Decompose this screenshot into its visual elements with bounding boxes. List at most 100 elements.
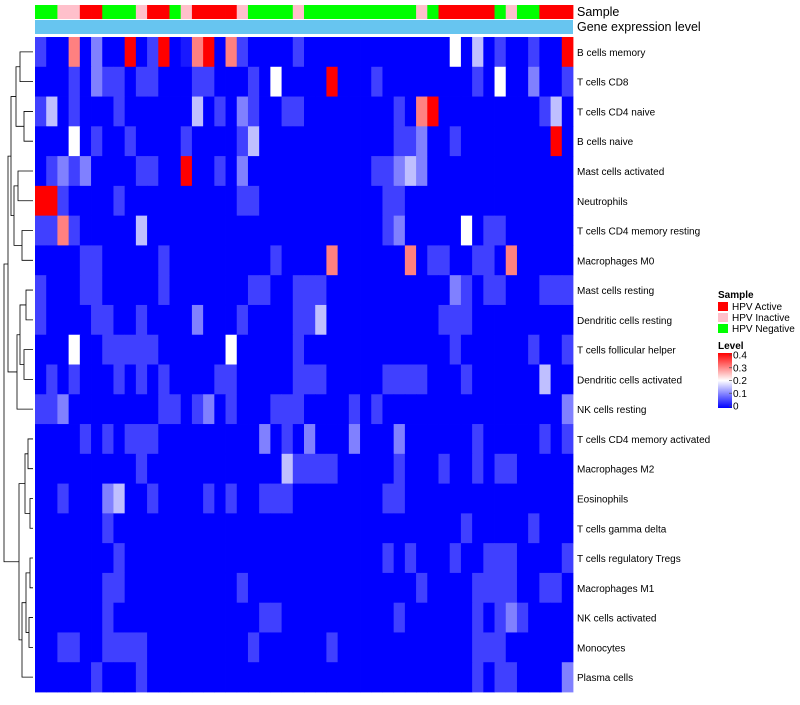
heatmap-cell xyxy=(348,156,361,187)
heatmap-cell xyxy=(483,185,495,217)
heatmap-cell xyxy=(460,483,473,514)
heatmap-cell xyxy=(46,66,58,97)
sample-annotation-cell xyxy=(79,5,92,19)
heatmap-cell xyxy=(561,334,574,365)
heatmap-cell xyxy=(124,364,137,395)
heatmap-cell xyxy=(135,126,148,157)
heatmap-cell xyxy=(561,572,574,604)
heatmap-cell xyxy=(281,453,294,484)
heatmap-cell xyxy=(416,66,428,97)
sample-annotation-cell xyxy=(494,5,507,19)
heatmap-cell xyxy=(79,126,92,157)
heatmap-cell xyxy=(46,543,58,574)
heatmap-cell xyxy=(225,394,238,425)
heatmap-cell xyxy=(270,662,282,693)
heatmap-cell xyxy=(124,304,137,336)
heatmap-cell xyxy=(135,662,148,693)
heatmap-cell xyxy=(113,424,126,455)
heatmap-cell xyxy=(292,602,305,633)
heatmap-cell xyxy=(315,453,327,484)
heatmap-cell xyxy=(79,334,92,365)
heatmap-cell xyxy=(561,156,574,187)
heatmap-cell xyxy=(516,96,529,127)
heatmap-cell xyxy=(494,304,507,336)
heatmap-cell xyxy=(494,185,507,217)
heatmap-cell xyxy=(225,453,238,484)
dendrogram-branch xyxy=(19,304,26,365)
heatmap-cell xyxy=(102,364,114,395)
heatmap-cell xyxy=(304,245,316,276)
heatmap-cell xyxy=(102,572,114,604)
heatmap-cell xyxy=(191,424,204,455)
heatmap-cell xyxy=(404,483,417,514)
heatmap-cell xyxy=(460,662,473,693)
heatmap-cell xyxy=(561,662,574,693)
heatmap-cell xyxy=(427,275,439,306)
heatmap-cell xyxy=(270,364,282,395)
sample-annotation-cell xyxy=(528,5,540,19)
heatmap-cell xyxy=(326,394,339,425)
heatmap-cell xyxy=(46,37,58,68)
heatmap-cell xyxy=(404,245,417,276)
heatmap-cell xyxy=(494,275,507,306)
heatmap-cell xyxy=(113,602,126,633)
heatmap-cell xyxy=(259,126,271,157)
heatmap-cell xyxy=(460,304,473,336)
heatmap-cell xyxy=(236,245,249,276)
sample-annotation-cell xyxy=(225,5,238,19)
heatmap-cell xyxy=(214,394,226,425)
heatmap-cell xyxy=(270,572,282,604)
heatmap-cell xyxy=(214,424,226,455)
heatmap-cell xyxy=(315,483,327,514)
heatmap-cell xyxy=(225,483,238,514)
heatmap-cell xyxy=(404,632,417,663)
heatmap-cell xyxy=(427,543,439,574)
heatmap-cell xyxy=(35,304,47,336)
heatmap-cell xyxy=(539,394,551,425)
heatmap-cell xyxy=(438,215,451,246)
heatmap-cell xyxy=(35,543,47,574)
heatmap-cell xyxy=(68,334,81,365)
heatmap-cell xyxy=(135,394,148,425)
heatmap-cell xyxy=(124,513,137,544)
heatmap-cell xyxy=(371,364,383,395)
heatmap-cell xyxy=(180,632,193,663)
heatmap-cell xyxy=(516,602,529,633)
heatmap-cell xyxy=(449,37,462,68)
heatmap-cell xyxy=(472,602,484,633)
heatmap-cell xyxy=(225,513,238,544)
heatmap-cell xyxy=(91,37,103,68)
heatmap-cell xyxy=(158,602,170,633)
heatmap-cell xyxy=(494,602,507,633)
heatmap-cell xyxy=(247,424,260,455)
heatmap-cell xyxy=(113,632,126,663)
heatmap-cell xyxy=(505,185,518,217)
heatmap-cell xyxy=(203,66,215,97)
heatmap-cell xyxy=(180,37,193,68)
heatmap-cell xyxy=(169,245,182,276)
heatmap-cell xyxy=(91,483,103,514)
heatmap-cell xyxy=(505,126,518,157)
heatmap-cell xyxy=(371,632,383,663)
dendrogram-branch xyxy=(27,438,33,470)
heatmap-cell xyxy=(191,394,204,425)
heatmap-cell xyxy=(102,37,114,68)
heatmap-cell xyxy=(382,662,395,693)
sample-annotation-cell xyxy=(315,5,327,19)
heatmap-cell xyxy=(449,275,462,306)
heatmap-cell xyxy=(113,394,126,425)
heatmap-cell xyxy=(427,424,439,455)
heatmap-cell xyxy=(393,156,406,187)
heatmap-cell xyxy=(68,543,81,574)
sample-annotation-cell xyxy=(102,5,114,19)
sample-legend-label: HPV Negative xyxy=(732,324,795,335)
heatmap-cell xyxy=(259,364,271,395)
heatmap-cell xyxy=(315,156,327,187)
heatmap-cell xyxy=(494,364,507,395)
heatmap-cell xyxy=(438,156,451,187)
heatmap-cell xyxy=(550,602,563,633)
heatmap-cell xyxy=(561,304,574,336)
heatmap-cell xyxy=(270,334,282,365)
heatmap-cell xyxy=(472,394,484,425)
heatmap-cell xyxy=(438,513,451,544)
